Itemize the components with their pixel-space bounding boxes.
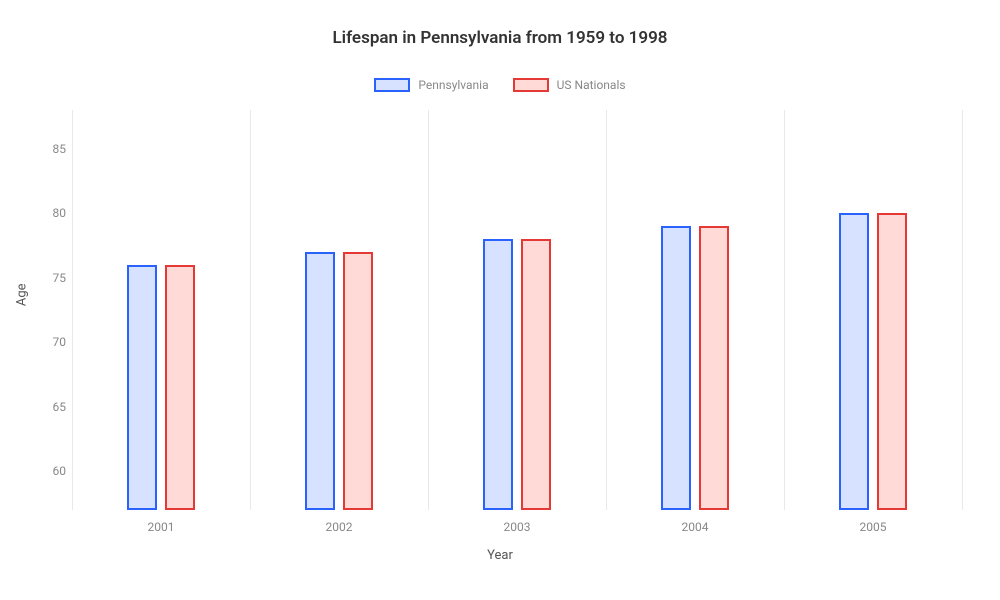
legend: Pennsylvania US Nationals xyxy=(0,78,1000,92)
bar xyxy=(521,239,551,510)
x-tick-label: 2002 xyxy=(326,520,353,534)
y-tick-label: 65 xyxy=(53,400,67,414)
gridline-vertical xyxy=(428,110,429,510)
x-tick-label: 2003 xyxy=(504,520,531,534)
gridline-vertical xyxy=(784,110,785,510)
bar xyxy=(305,252,335,510)
bar xyxy=(343,252,373,510)
bar xyxy=(877,213,907,510)
bar xyxy=(839,213,869,510)
y-tick-label: 85 xyxy=(53,142,67,156)
legend-box-us-nationals xyxy=(513,78,549,92)
legend-label-us-nationals: US Nationals xyxy=(557,78,626,92)
gridline-vertical xyxy=(962,110,963,510)
chart-container: Lifespan in Pennsylvania from 1959 to 19… xyxy=(0,0,1000,600)
x-tick-label: 2005 xyxy=(860,520,887,534)
x-tick-label: 2004 xyxy=(682,520,709,534)
bar xyxy=(127,265,157,510)
chart-title: Lifespan in Pennsylvania from 1959 to 19… xyxy=(0,28,1000,48)
legend-label-pennsylvania: Pennsylvania xyxy=(418,78,488,92)
legend-item-us-nationals: US Nationals xyxy=(513,78,626,92)
x-axis-label: Year xyxy=(0,548,1000,563)
legend-item-pennsylvania: Pennsylvania xyxy=(374,78,488,92)
legend-box-pennsylvania xyxy=(374,78,410,92)
gridline-vertical xyxy=(606,110,607,510)
y-tick-label: 75 xyxy=(53,271,67,285)
y-tick-label: 70 xyxy=(53,335,67,349)
gridline-vertical xyxy=(72,110,73,510)
x-tick-label: 2001 xyxy=(148,520,175,534)
bar xyxy=(483,239,513,510)
bar xyxy=(661,226,691,510)
y-axis-label: Age xyxy=(15,283,30,306)
bar xyxy=(699,226,729,510)
gridline-vertical xyxy=(250,110,251,510)
bar xyxy=(165,265,195,510)
plot-area xyxy=(72,110,962,510)
y-tick-label: 60 xyxy=(53,464,67,478)
y-tick-label: 80 xyxy=(53,206,67,220)
